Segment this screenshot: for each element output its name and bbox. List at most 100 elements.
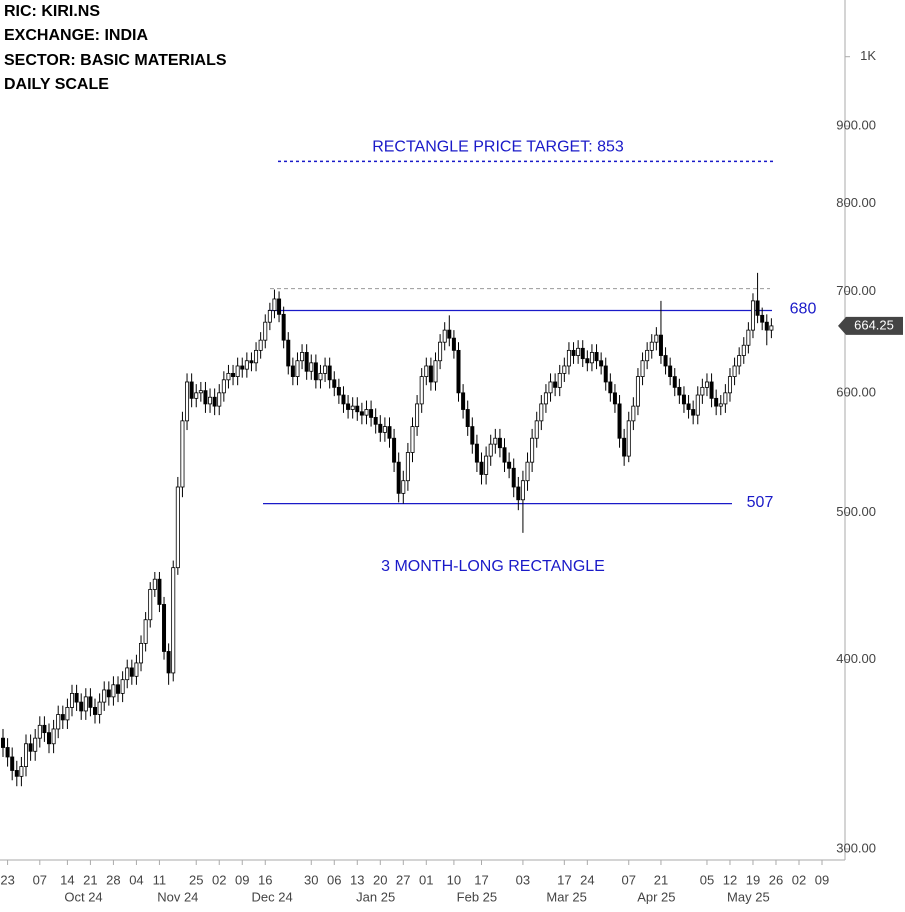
y-tick-label: 700.00 bbox=[836, 283, 876, 298]
x-tick-label: 27 bbox=[396, 872, 410, 887]
candle-body bbox=[185, 381, 190, 422]
x-tick-label: 25 bbox=[189, 872, 203, 887]
last-price-box bbox=[838, 316, 903, 335]
x-tick-label: 10 bbox=[447, 872, 461, 887]
candle-body bbox=[635, 376, 640, 407]
candle-body bbox=[566, 349, 571, 367]
candle-body bbox=[612, 392, 617, 405]
candle-body bbox=[516, 486, 521, 501]
candle-body bbox=[502, 447, 507, 463]
candle-body bbox=[97, 701, 102, 715]
candle-body bbox=[714, 397, 719, 407]
candle-body bbox=[5, 747, 10, 758]
candle-body bbox=[392, 437, 397, 463]
header-line: EXCHANGE: INDIA bbox=[4, 27, 148, 44]
candle-body bbox=[359, 411, 364, 416]
candle-body bbox=[479, 461, 484, 475]
candle-body bbox=[645, 349, 650, 362]
candle-body bbox=[129, 667, 134, 677]
y-tick-label: 400.00 bbox=[836, 651, 876, 666]
candle-body bbox=[56, 714, 61, 730]
candle-body bbox=[746, 329, 751, 346]
candle-body bbox=[198, 390, 203, 394]
candle-body bbox=[83, 696, 88, 712]
candle-body bbox=[686, 403, 691, 410]
x-tick-label: 21 bbox=[654, 872, 668, 887]
header-line: DAILY SCALE bbox=[4, 76, 109, 93]
candle-body bbox=[668, 365, 673, 377]
candle-body bbox=[585, 358, 590, 364]
candle-body bbox=[410, 426, 415, 453]
last-price-label: 664.25 bbox=[854, 317, 894, 332]
x-tick-label: 23 bbox=[0, 872, 14, 887]
candle-body bbox=[286, 339, 291, 367]
y-tick-label: 900.00 bbox=[836, 117, 876, 132]
candle-body bbox=[341, 394, 346, 405]
candle-body bbox=[741, 344, 746, 356]
candle-body bbox=[769, 325, 774, 331]
candle-body bbox=[65, 706, 70, 721]
x-tick-label: 26 bbox=[769, 872, 783, 887]
candle-body bbox=[10, 756, 15, 771]
candle-body bbox=[272, 298, 277, 311]
candle-body bbox=[189, 381, 194, 399]
candle-body bbox=[382, 426, 387, 433]
candle-body bbox=[28, 743, 33, 752]
x-tick-label: 12 bbox=[723, 872, 737, 887]
candle-body bbox=[332, 379, 337, 388]
header: RIC: KIRI.NS EXCHANGE: INDIA SECTOR: BAS… bbox=[4, 3, 227, 93]
candle-body bbox=[235, 365, 240, 377]
candle-body bbox=[309, 362, 314, 372]
candle-body bbox=[244, 360, 249, 370]
candle-body bbox=[424, 365, 429, 377]
candle-body bbox=[313, 362, 318, 381]
candle-body bbox=[553, 381, 558, 388]
x-tick-label: 07 bbox=[622, 872, 636, 887]
candle-body bbox=[70, 692, 75, 708]
candle-body bbox=[51, 728, 56, 745]
candle-body bbox=[737, 355, 742, 367]
x-tick-label: 30 bbox=[304, 872, 318, 887]
x-tick-label: 02 bbox=[212, 872, 226, 887]
candle-body bbox=[37, 724, 42, 739]
candle-body bbox=[134, 662, 139, 677]
candle-body bbox=[194, 392, 199, 399]
candle-body bbox=[171, 567, 176, 674]
candle-body bbox=[387, 426, 392, 439]
candle-body bbox=[681, 394, 686, 405]
candle-body bbox=[106, 689, 111, 698]
candle-body bbox=[649, 341, 654, 351]
x-tick-label: 07 bbox=[33, 872, 47, 887]
month-label: Oct 24 bbox=[64, 889, 102, 904]
candle-body bbox=[525, 461, 530, 482]
candle-body bbox=[364, 409, 369, 416]
candle-body bbox=[470, 426, 475, 445]
month-label: May 25 bbox=[727, 889, 770, 904]
candle-body bbox=[608, 381, 613, 394]
candle-body bbox=[654, 334, 659, 343]
candle-body bbox=[60, 714, 65, 721]
candle-body bbox=[208, 396, 213, 405]
candle-body bbox=[571, 349, 576, 356]
header-line: SECTOR: BASIC MATERIALS bbox=[4, 52, 227, 69]
candle-body bbox=[249, 360, 254, 364]
candle-body bbox=[221, 379, 226, 394]
candle-body bbox=[336, 386, 341, 396]
x-tick-label: 11 bbox=[153, 872, 167, 887]
y-tick-label: 300.00 bbox=[836, 840, 876, 855]
x-tick-label: 06 bbox=[327, 872, 341, 887]
candle-body bbox=[709, 381, 714, 399]
candle-body bbox=[695, 394, 700, 416]
x-tick-label: 20 bbox=[373, 872, 387, 887]
x-tick-label: 09 bbox=[815, 872, 829, 887]
x-tick-label: 04 bbox=[129, 872, 143, 887]
candle-body bbox=[378, 423, 383, 433]
candle-body bbox=[226, 372, 231, 381]
target-label: RECTANGLE PRICE TARGET: 853 bbox=[372, 139, 624, 156]
candle-body bbox=[700, 386, 705, 396]
candle-body bbox=[507, 461, 512, 469]
x-tick-label: 01 bbox=[419, 872, 433, 887]
candle-body bbox=[263, 321, 268, 341]
candle-body bbox=[162, 604, 167, 652]
